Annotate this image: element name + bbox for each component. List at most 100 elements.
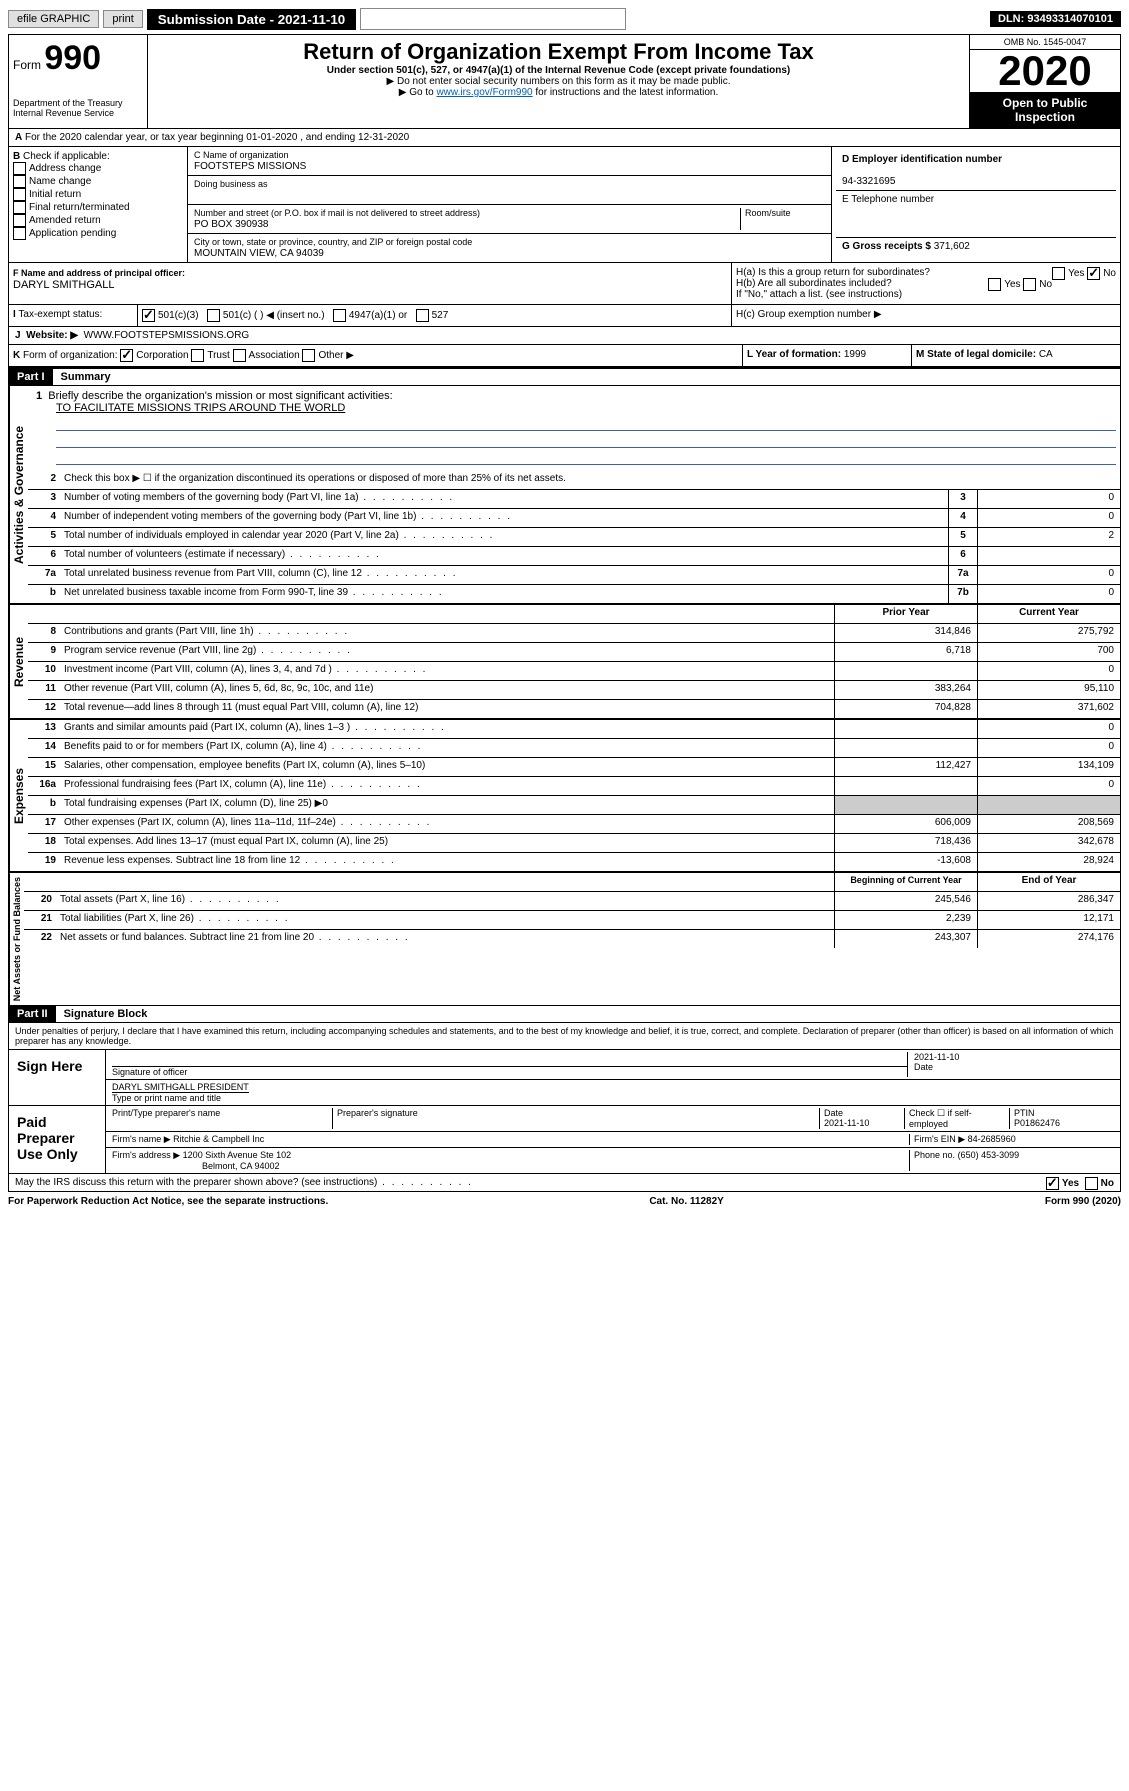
l7b-desc: Net unrelated business taxable income fr…: [60, 585, 948, 603]
ptin-label: PTIN: [1014, 1108, 1035, 1118]
l13-prior: [834, 720, 977, 738]
l16b-prior: [834, 796, 977, 814]
officer-name: DARYL SMITHGALL: [13, 279, 114, 291]
l18-prior: 718,436: [834, 834, 977, 852]
beg-hdr: Beginning of Current Year: [834, 873, 977, 891]
subtitle-1: Under section 501(c), 527, or 4947(a)(1)…: [152, 65, 965, 76]
irs-link[interactable]: www.irs.gov/Form990: [436, 87, 532, 98]
l7a-val: 0: [977, 566, 1120, 584]
firm-ein: 84-2685960: [968, 1134, 1016, 1144]
l13-curr: 0: [977, 720, 1120, 738]
l4-desc: Number of independent voting members of …: [60, 509, 948, 527]
l20-desc: Total assets (Part X, line 16): [56, 892, 834, 910]
footer-mid: Cat. No. 11282Y: [649, 1196, 723, 1207]
governance-label: Activities & Governance: [9, 386, 28, 603]
top-toolbar: efile GRAPHIC print Submission Date - 20…: [8, 8, 1121, 30]
dept-label: Department of the Treasury Internal Reve…: [13, 98, 143, 118]
room-label: Room/suite: [745, 208, 791, 218]
part1-title: Summary: [53, 369, 119, 385]
org-address: PO BOX 390938: [194, 219, 269, 230]
l14-desc: Benefits paid to or for members (Part IX…: [60, 739, 834, 757]
prep-date-label: Date: [824, 1108, 843, 1118]
ein-value: 94-3321695: [842, 176, 895, 187]
l19-curr: 28,924: [977, 853, 1120, 871]
l22-desc: Net assets or fund balances. Subtract li…: [56, 930, 834, 948]
form-number: Form 990: [13, 39, 143, 78]
tax-status-opts: 501(c)(3) 501(c) ( ) ◀ (insert no.) 4947…: [138, 305, 732, 326]
l8-desc: Contributions and grants (Part VIII, lin…: [60, 624, 834, 642]
toolbar-input[interactable]: [360, 8, 626, 30]
l8-curr: 275,792: [977, 624, 1120, 642]
addr-label: Number and street (or P.O. box if mail i…: [194, 208, 480, 218]
footer-right: Form 990 (2020): [1045, 1196, 1121, 1207]
l3-val: 0: [977, 490, 1120, 508]
l9-desc: Program service revenue (Part VIII, line…: [60, 643, 834, 661]
prior-hdr: Prior Year: [834, 605, 977, 623]
website-value: WWW.FOOTSTEPSMISSIONS.ORG: [84, 330, 250, 341]
prep-date: 2021-11-10: [824, 1118, 869, 1128]
l14-curr: 0: [977, 739, 1120, 757]
part1-header: Part I: [9, 369, 53, 385]
l10-desc: Investment income (Part VIII, column (A)…: [60, 662, 834, 680]
paid-preparer-label: Paid Preparer Use Only: [9, 1106, 106, 1173]
expenses-label: Expenses: [9, 720, 28, 871]
state-domicile: M State of legal domicile: CA: [912, 345, 1120, 366]
firm-addr-label: Firm's address ▶: [112, 1150, 180, 1160]
l16a-curr: 0: [977, 777, 1120, 795]
ptin-value: P01862476: [1014, 1118, 1060, 1128]
l9-prior: 6,718: [834, 643, 977, 661]
l16a-desc: Professional fundraising fees (Part IX, …: [60, 777, 834, 795]
l11-curr: 95,110: [977, 681, 1120, 699]
l18-curr: 342,678: [977, 834, 1120, 852]
org-name-label: C Name of organization: [194, 150, 289, 160]
curr-hdr: Current Year: [977, 605, 1120, 623]
sig-name: DARYL SMITHGALL PRESIDENT: [112, 1082, 249, 1092]
l21-desc: Total liabilities (Part X, line 26): [56, 911, 834, 929]
submission-date-button[interactable]: Submission Date - 2021-11-10: [147, 9, 356, 30]
l16b-desc: Total fundraising expenses (Part IX, col…: [60, 796, 834, 814]
l15-desc: Salaries, other compensation, employee b…: [60, 758, 834, 776]
l12-prior: 704,828: [834, 700, 977, 718]
l14-prior: [834, 739, 977, 757]
l12-desc: Total revenue—add lines 8 through 11 (mu…: [60, 700, 834, 718]
part2-title: Signature Block: [56, 1006, 156, 1022]
l6-desc: Total number of volunteers (estimate if …: [60, 547, 948, 565]
form-container: Form 990 Department of the Treasury Inte…: [8, 34, 1121, 1192]
efile-button[interactable]: efile GRAPHIC: [8, 10, 99, 28]
gross-label: G Gross receipts $: [842, 241, 931, 252]
l16a-prior: [834, 777, 977, 795]
sig-date: 2021-11-10: [914, 1052, 959, 1062]
sign-here-label: Sign Here: [9, 1050, 106, 1105]
org-city: MOUNTAIN VIEW, CA 94039: [194, 248, 324, 259]
l17-curr: 208,569: [977, 815, 1120, 833]
firm-ein-label: Firm's EIN ▶: [914, 1134, 965, 1144]
l18-desc: Total expenses. Add lines 13–17 (must eq…: [60, 834, 834, 852]
l20-end: 286,347: [977, 892, 1120, 910]
sig-name-label: Type or print name and title: [112, 1093, 221, 1103]
city-label: City or town, state or province, country…: [194, 237, 472, 247]
sig-date-label: Date: [914, 1062, 933, 1072]
l1-desc: Briefly describe the organization's miss…: [48, 390, 392, 402]
l10-curr: 0: [977, 662, 1120, 680]
dba-label: Doing business as: [194, 179, 268, 189]
firm-addr1: 1200 Sixth Avenue Ste 102: [183, 1150, 291, 1160]
l5-val: 2: [977, 528, 1120, 546]
tax-status-label: Tax-exempt status:: [18, 309, 102, 320]
l13-desc: Grants and similar amounts paid (Part IX…: [60, 720, 834, 738]
period-line: A For the 2020 calendar year, or tax yea…: [9, 129, 1120, 147]
l19-prior: -13,608: [834, 853, 977, 871]
discuss-line: May the IRS discuss this return with the…: [9, 1174, 1120, 1191]
firm-name: Ritchie & Campbell Inc: [173, 1134, 264, 1144]
l11-desc: Other revenue (Part VIII, column (A), li…: [60, 681, 834, 699]
dln-label: DLN: 93493314070101: [990, 11, 1121, 27]
l17-desc: Other expenses (Part IX, column (A), lin…: [60, 815, 834, 833]
l15-curr: 134,109: [977, 758, 1120, 776]
l8-prior: 314,846: [834, 624, 977, 642]
firm-name-label: Firm's name ▶: [112, 1134, 171, 1144]
footer-left: For Paperwork Reduction Act Notice, see …: [8, 1196, 328, 1207]
part2-header: Part II: [9, 1006, 56, 1022]
print-button[interactable]: print: [103, 10, 142, 28]
firm-phone-label: Phone no.: [914, 1150, 955, 1160]
l3-desc: Number of voting members of the governin…: [60, 490, 948, 508]
check-applicable: B Check if applicable: Address change Na…: [9, 147, 188, 262]
